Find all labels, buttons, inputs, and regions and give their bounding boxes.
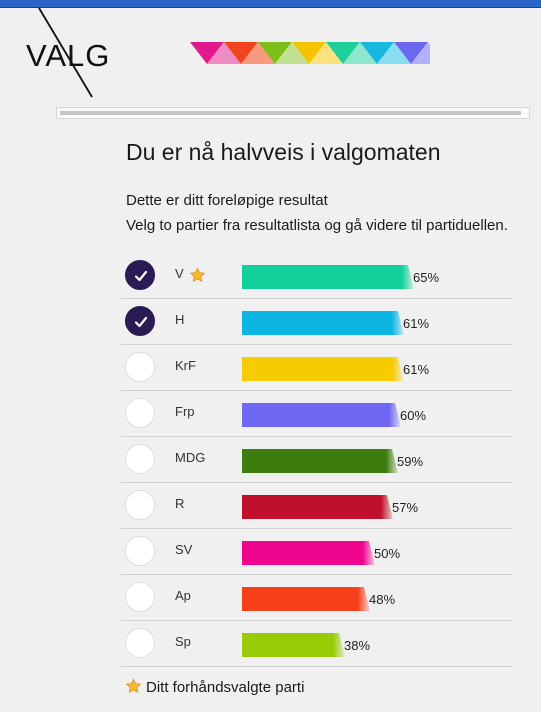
stripe-triangle [207, 42, 241, 64]
stripe-triangle [258, 42, 292, 64]
page-title: Du er nå halvveis i valgomaten [126, 139, 441, 165]
result-bar [242, 311, 406, 335]
result-bar-fill [242, 541, 363, 565]
top-accent-bar [0, 0, 541, 8]
party-select-checkbox[interactable] [125, 398, 155, 428]
stripe-triangle [241, 42, 275, 64]
party-select-checkbox[interactable] [125, 536, 155, 566]
result-bar-fill [242, 495, 381, 519]
stripe-triangle [394, 42, 428, 64]
party-name: H [175, 312, 185, 327]
party-row[interactable]: KrF 61% [121, 345, 512, 391]
party-row[interactable]: MDG 59% [121, 437, 512, 483]
result-bar-fill [242, 265, 402, 289]
result-bar [242, 449, 400, 473]
party-select-checkbox[interactable] [125, 582, 155, 612]
result-bar-tip [386, 449, 398, 473]
party-row[interactable]: V 65% [121, 253, 512, 299]
party-select-checkbox[interactable] [125, 490, 155, 520]
result-percent: 48% [369, 592, 396, 607]
valg-logo[interactable]: VALG [26, 6, 120, 101]
stripe-triangle [224, 42, 258, 64]
checkmark-icon [134, 316, 148, 328]
result-bar-fill [242, 633, 333, 657]
party-row[interactable]: SV 50% [121, 529, 512, 575]
result-percent: 57% [392, 500, 419, 515]
result-bar-tip [333, 633, 345, 657]
checkmark-icon [134, 270, 148, 282]
party-select-checkbox[interactable] [125, 306, 155, 336]
party-name: Frp [175, 404, 195, 419]
result-bar [242, 357, 406, 381]
party-row[interactable]: Ap 48% [121, 575, 512, 621]
intro-line-2: Velg to partier fra resultatlista og gå … [126, 217, 508, 234]
result-percent: 38% [344, 638, 371, 653]
result-bar-fill [242, 357, 392, 381]
result-percent: 60% [400, 408, 427, 423]
result-bar-tip [389, 403, 401, 427]
party-name: MDG [175, 450, 206, 465]
result-bar-tip [381, 495, 393, 519]
stripe-triangle [292, 42, 326, 64]
result-bar [242, 403, 403, 427]
result-bar [242, 633, 347, 657]
party-result-list: V 65% H 61% KrF 61% Frp 60% MDG 59% R 57% SV 50% Ap 48%… [121, 253, 512, 667]
result-bar-tip [392, 357, 404, 381]
party-row[interactable]: Frp 60% [121, 391, 512, 437]
intro-line-1: Dette er ditt foreløpige resultat [126, 192, 328, 209]
party-name: Sp [175, 634, 191, 649]
result-bar [242, 587, 372, 611]
result-bar-fill [242, 587, 358, 611]
party-name: Ap [175, 588, 191, 603]
party-name: R [175, 496, 185, 511]
progress-bar[interactable] [56, 107, 530, 119]
result-bar-fill [242, 403, 389, 427]
result-bar-tip [392, 311, 404, 335]
result-bar [242, 265, 416, 289]
legend-label: Ditt forhåndsvalgte parti [146, 679, 305, 696]
progress-fill [60, 111, 521, 115]
result-percent: 61% [403, 316, 430, 331]
result-bar-fill [242, 449, 386, 473]
party-row[interactable]: Sp 38% [121, 621, 512, 667]
result-bar [242, 541, 377, 565]
result-bar-tip [358, 587, 370, 611]
result-bar-tip [363, 541, 375, 565]
party-select-checkbox[interactable] [125, 444, 155, 474]
stripe-triangle [309, 42, 343, 64]
party-name: V [175, 266, 184, 281]
stripe-triangle [411, 42, 430, 64]
result-percent: 50% [374, 546, 401, 561]
stripe-triangle [377, 42, 411, 64]
stripe-triangle [326, 42, 360, 64]
result-percent: 59% [397, 454, 424, 469]
stripe-triangle [275, 42, 309, 64]
progress-stripes [190, 42, 430, 64]
star-icon [189, 267, 206, 282]
party-row[interactable]: H 61% [121, 299, 512, 345]
party-select-checkbox[interactable] [125, 628, 155, 658]
result-bar-fill [242, 311, 392, 335]
stripe-triangle [190, 42, 224, 64]
result-bar [242, 495, 395, 519]
result-percent: 65% [413, 270, 440, 285]
result-bar-tip [402, 265, 414, 289]
star-icon [125, 678, 142, 693]
stripe-triangle [360, 42, 394, 64]
stripe-triangle [343, 42, 377, 64]
party-name: KrF [175, 358, 196, 373]
party-select-checkbox[interactable] [125, 260, 155, 290]
preselected-legend: Ditt forhåndsvalgte parti [125, 678, 304, 696]
result-percent: 61% [403, 362, 430, 377]
svg-text:VALG: VALG [26, 38, 110, 73]
party-select-checkbox[interactable] [125, 352, 155, 382]
party-row[interactable]: R 57% [121, 483, 512, 529]
party-name: SV [175, 542, 193, 557]
